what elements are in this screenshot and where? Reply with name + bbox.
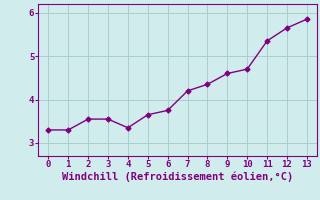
X-axis label: Windchill (Refroidissement éolien,°C): Windchill (Refroidissement éolien,°C) [62,172,293,182]
